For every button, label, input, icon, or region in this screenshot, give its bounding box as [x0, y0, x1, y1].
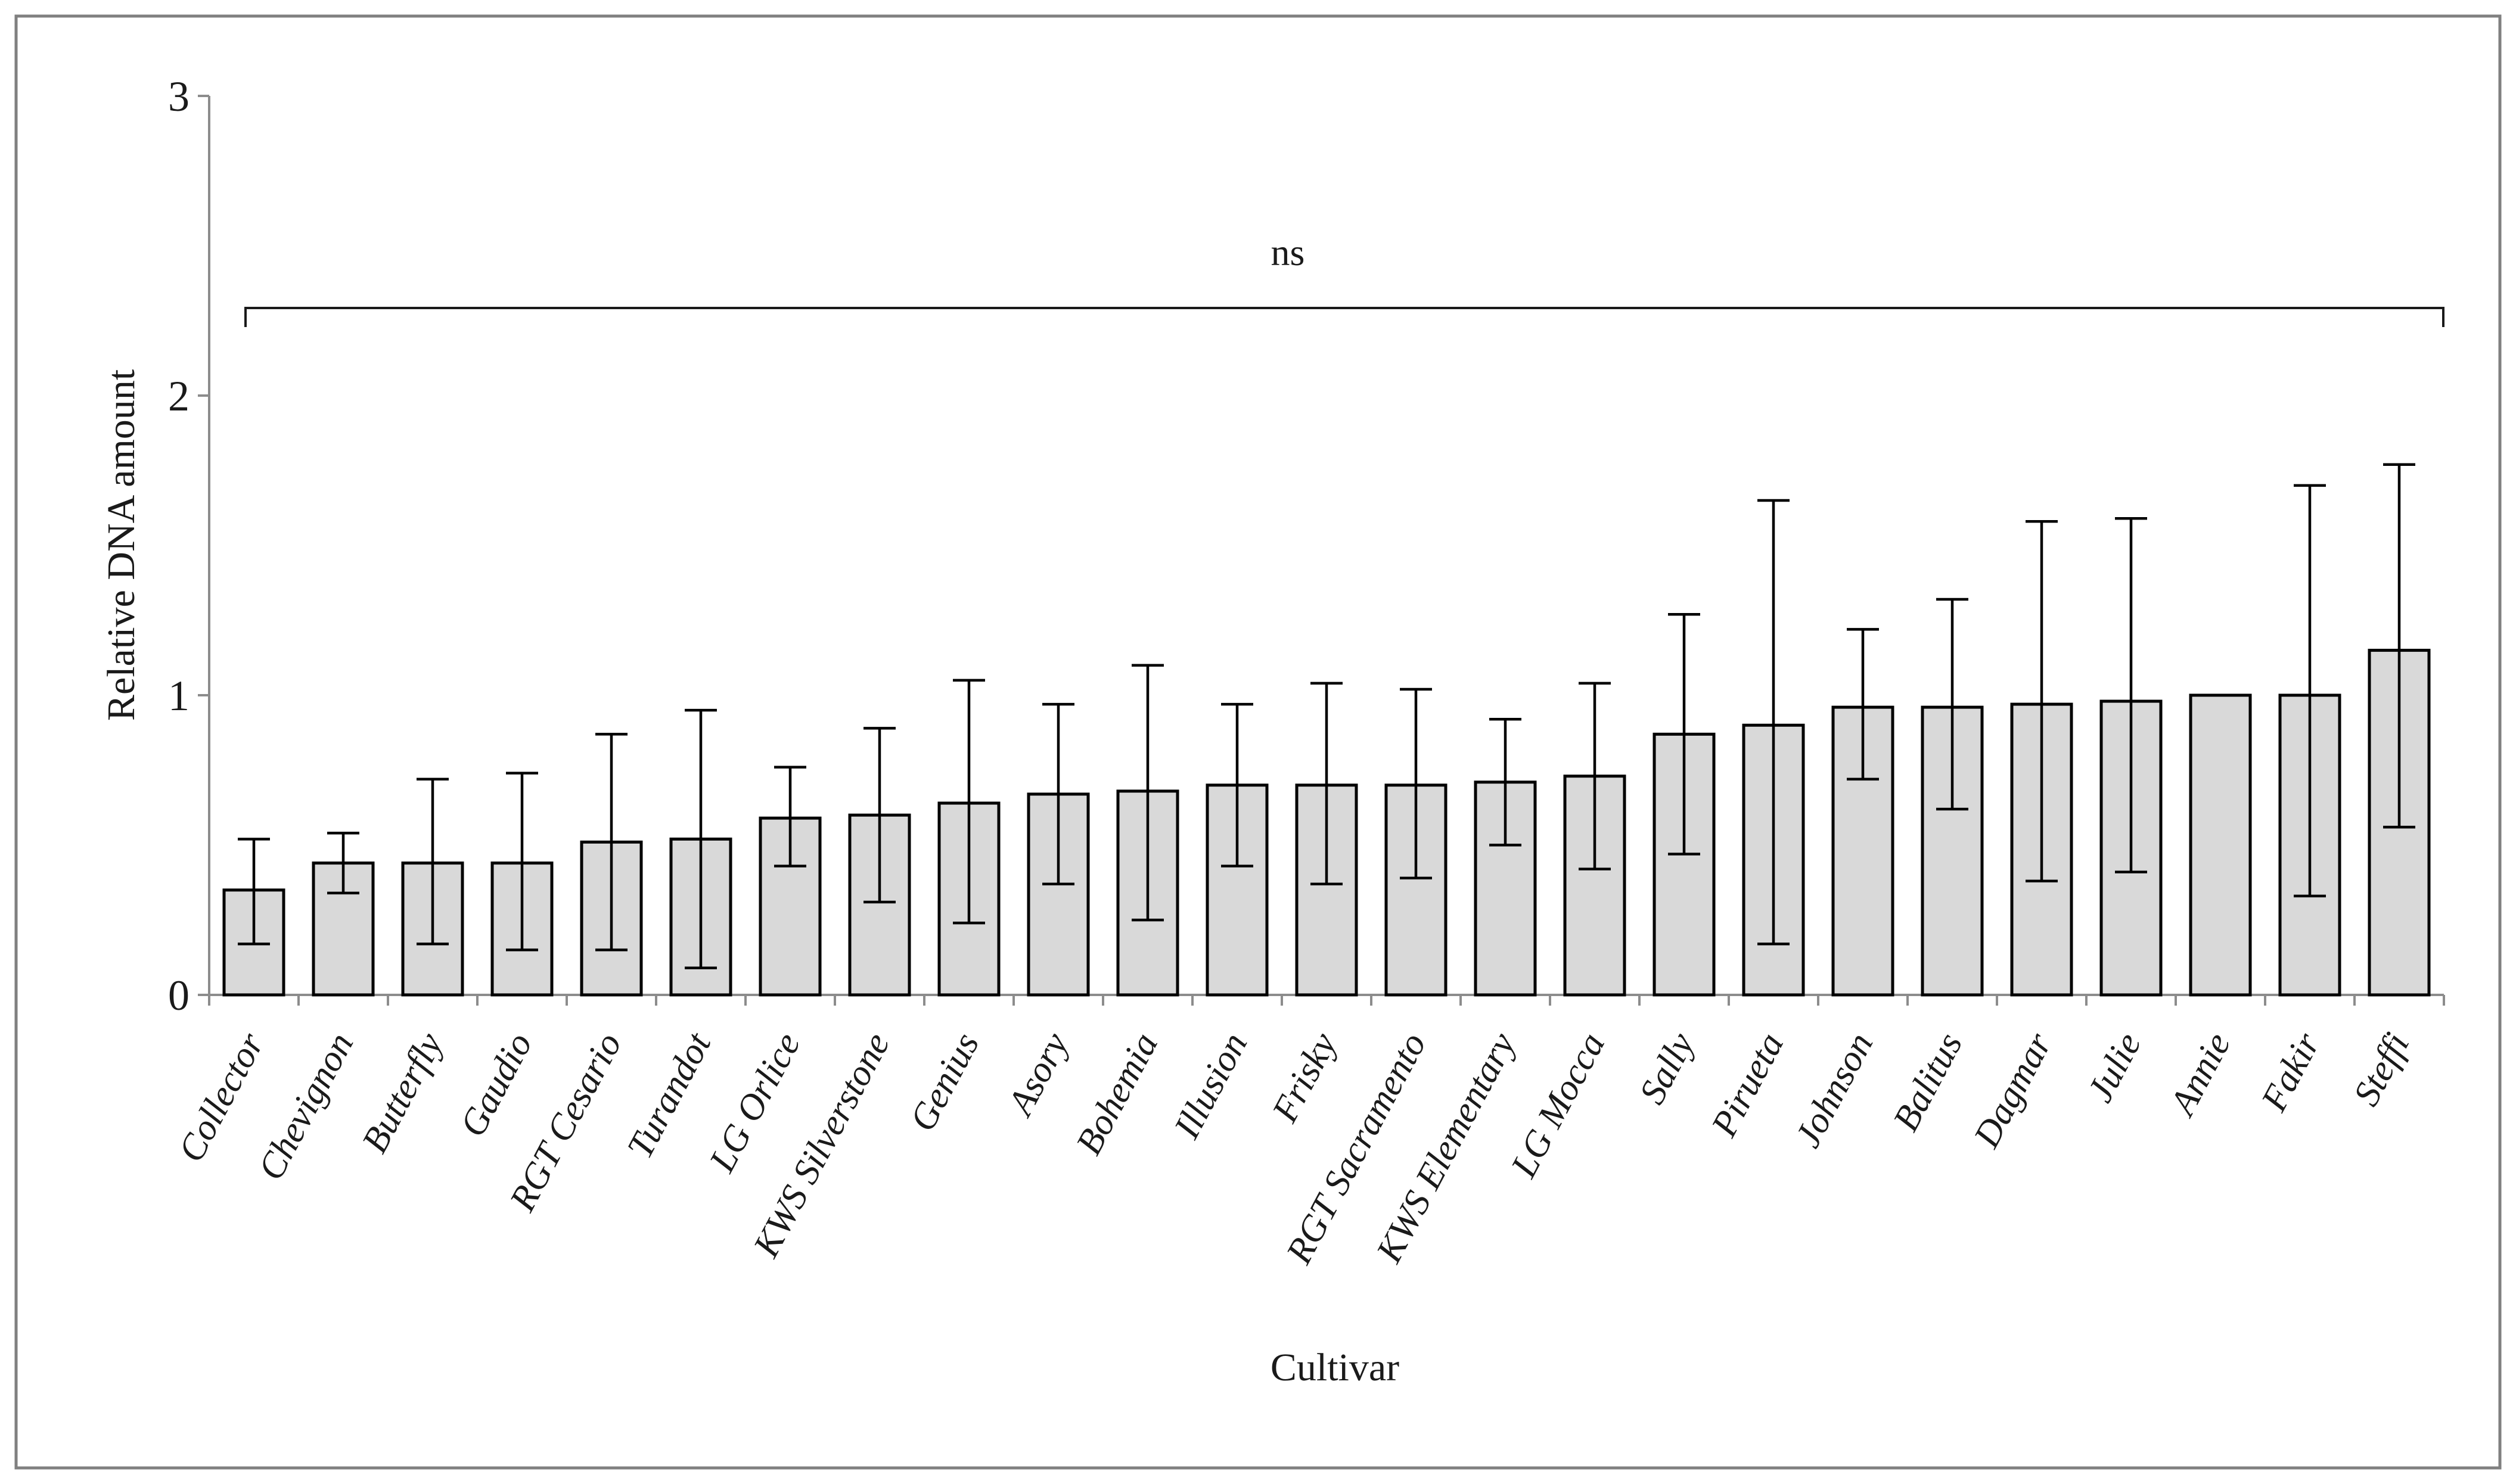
x-category-label: Illusion: [1166, 1026, 1255, 1146]
x-category-label: Fakir: [2253, 1026, 2328, 1118]
x-category-label: Turandot: [620, 1025, 720, 1165]
y-tick-label: 3: [168, 73, 190, 120]
x-category-label: Genius: [902, 1026, 987, 1138]
bar-annie: [2189, 693, 2252, 997]
y-axis-title: Relative DNA amount: [100, 369, 143, 721]
x-category-label: Collector: [170, 1026, 272, 1168]
significance-bracket: [244, 307, 2444, 327]
x-category-label: Pirueta: [1704, 1026, 1792, 1144]
x-category-label: Johnson: [1787, 1026, 1881, 1154]
x-category-label: Balitus: [1886, 1026, 1971, 1138]
y-tick-label: 1: [168, 672, 190, 720]
x-category-label: Frisky: [1264, 1026, 1344, 1129]
ns-annotation: ns: [1271, 231, 1305, 273]
x-category-label: Annie: [2161, 1026, 2239, 1124]
x-category-label: Bohemia: [1068, 1026, 1166, 1162]
x-category-label: Gaudio: [452, 1026, 540, 1143]
x-category-label: Butterfly: [354, 1026, 451, 1159]
x-category-label: Julie: [2080, 1026, 2150, 1109]
bar-illusion: [1206, 783, 1269, 997]
x-category-label: Sally: [1632, 1026, 1702, 1110]
figure-border: [14, 14, 2502, 1470]
y-tick-label: 2: [168, 372, 190, 420]
x-axis-title: Cultivar: [1271, 1346, 1399, 1389]
x-category-label: Asory: [999, 1026, 1077, 1124]
x-category-label: Steffi: [2346, 1026, 2418, 1112]
y-tick-label: 0: [168, 972, 190, 1019]
x-category-label: Dagmar: [1966, 1026, 2060, 1155]
